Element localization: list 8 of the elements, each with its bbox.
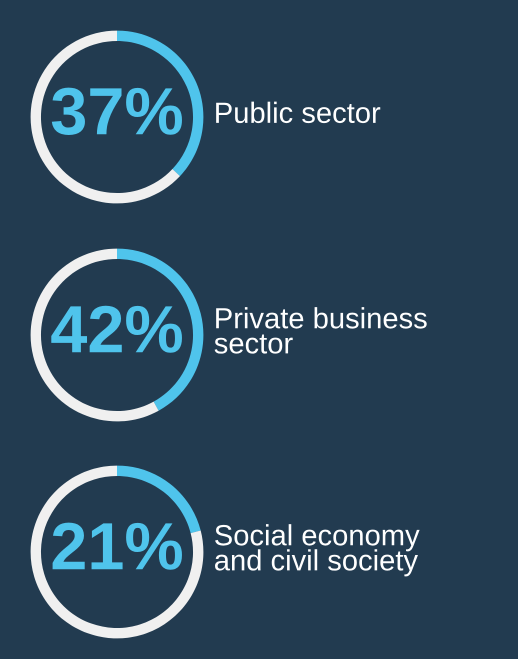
data-label: 37% <box>52 88 182 135</box>
slice-label: Public sector <box>216 102 380 124</box>
data-label: 21% <box>52 522 182 570</box>
slice-label: Private business sector <box>214 307 427 354</box>
donut-slice <box>30 466 204 638</box>
donut-slice <box>30 30 180 204</box>
data-label: 42% <box>51 306 182 353</box>
slice-label: Social economy and civil society <box>215 524 420 576</box>
